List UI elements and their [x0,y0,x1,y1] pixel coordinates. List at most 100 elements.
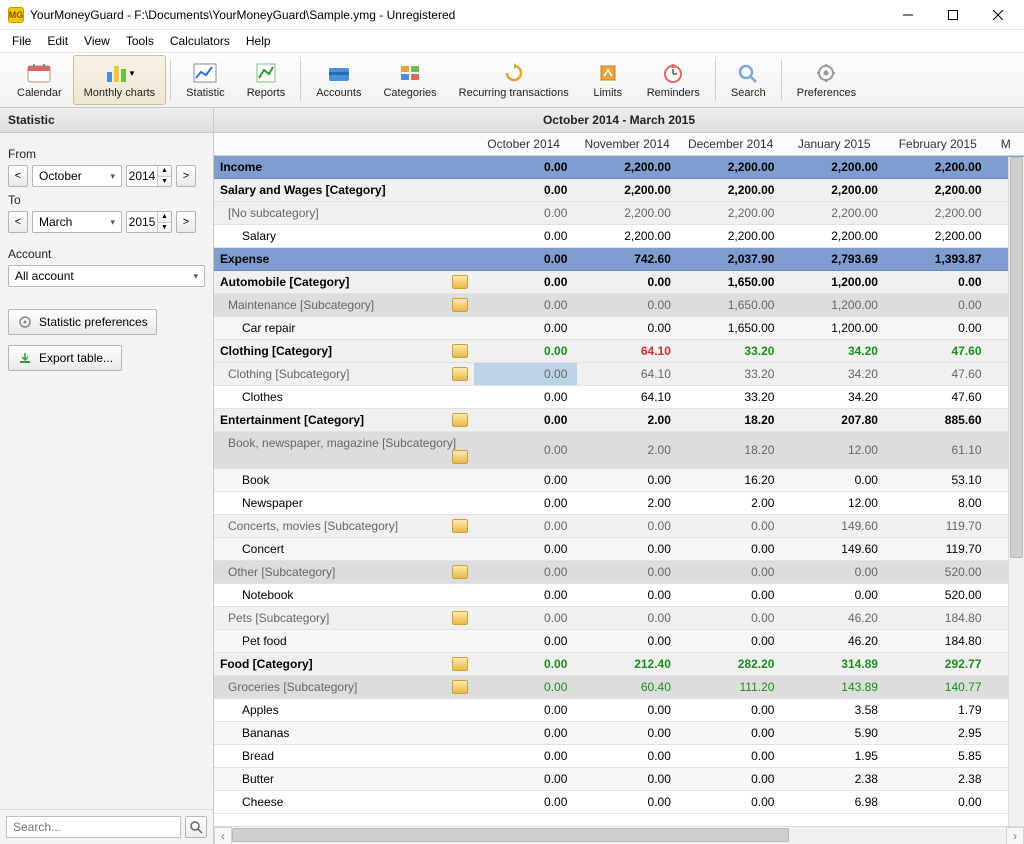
menu-help[interactable]: Help [238,32,279,50]
table-row[interactable]: Salary and Wages [Category]0.002,200.002… [214,179,1024,202]
spin-up-icon[interactable]: ▲ [157,212,171,223]
folder-icon [452,450,468,464]
cell-value: 0.00 [577,630,681,653]
table-row[interactable]: Concerts, movies [Subcategory]0.000.000.… [214,515,1024,538]
folder-icon [452,275,468,289]
statistic-preferences-button[interactable]: Statistic preferences [8,309,157,335]
toolbar-reminders[interactable]: Reminders [636,55,711,105]
folder-icon [452,680,468,694]
table-row[interactable]: Salary0.002,200.002,200.002,200.002,200.… [214,225,1024,248]
minimize-button[interactable] [885,0,930,30]
table-row[interactable]: Food [Category]0.00212.40282.20314.89292… [214,653,1024,676]
row-label: Concerts, movies [Subcategory] [214,515,474,538]
table-row[interactable]: Automobile [Category]0.000.001,650.001,2… [214,271,1024,294]
from-year-spinner[interactable]: 2014 ▲▼ [126,165,172,187]
table-row[interactable]: Concert0.000.000.00149.60119.70 [214,538,1024,561]
table-scroll-area[interactable]: October 2014November 2014December 2014Ja… [214,133,1024,826]
col-header[interactable]: December 2014 [681,133,785,156]
cell-value: 0.00 [784,584,888,607]
toolbar-categories[interactable]: Categories [372,55,447,105]
table-row[interactable]: Cheese0.000.000.006.980.00 [214,791,1024,814]
cell-value: 0.00 [577,722,681,745]
cell-value: 0.00 [784,469,888,492]
close-button[interactable] [975,0,1020,30]
table-row[interactable]: Pet food0.000.000.0046.20184.80 [214,630,1024,653]
table-row[interactable]: Butter0.000.000.002.382.38 [214,768,1024,791]
export-table-label: Export table... [39,351,113,365]
table-row[interactable]: Clothing [Subcategory]0.0064.1033.2034.2… [214,363,1024,386]
cell-value: 0.00 [474,584,578,607]
table-row[interactable]: Clothes0.0064.1033.2034.2047.60 [214,386,1024,409]
scroll-left-button[interactable]: ‹ [214,827,232,844]
table-row[interactable]: Maintenance [Subcategory]0.000.001,650.0… [214,294,1024,317]
col-header[interactable]: January 2015 [784,133,888,156]
left-panel: Statistic From < October ▾ 2014 ▲▼ > To … [0,108,214,844]
menu-edit[interactable]: Edit [39,32,76,50]
col-header[interactable]: M [992,133,1024,156]
col-header[interactable]: February 2015 [888,133,992,156]
search-input[interactable] [6,816,181,838]
toolbar-preferences[interactable]: Preferences [786,55,867,105]
maximize-button[interactable] [930,0,975,30]
table-row[interactable]: Notebook0.000.000.000.00520.00 [214,584,1024,607]
toolbar-accounts[interactable]: Accounts [305,55,372,105]
cell-value: 2,200.00 [888,202,992,225]
cell-value: 2,200.00 [888,156,992,179]
spin-down-icon[interactable]: ▼ [157,223,171,233]
table-row[interactable]: Apples0.000.000.003.581.79 [214,699,1024,722]
table-row[interactable]: Pets [Subcategory]0.000.000.0046.20184.8… [214,607,1024,630]
horizontal-scrollbar[interactable]: ‹ › [214,826,1024,844]
table-row[interactable]: Bread0.000.000.001.955.85 [214,745,1024,768]
table-row[interactable]: Groceries [Subcategory]0.0060.40111.2014… [214,676,1024,699]
vertical-scrollbar[interactable] [1008,157,1024,826]
cell-value: 2.00 [681,492,785,515]
spin-down-icon[interactable]: ▼ [157,177,171,187]
toolbar-recurring[interactable]: Recurring transactions [448,55,580,105]
gear-icon [17,314,33,330]
account-select[interactable]: All account ▾ [8,265,205,287]
export-table-button[interactable]: Export table... [8,345,122,371]
to-month-select[interactable]: March ▾ [32,211,122,233]
to-year-spinner[interactable]: 2015 ▲▼ [126,211,172,233]
table-row[interactable]: Book, newspaper, magazine [Subcategory]0… [214,432,1024,469]
menu-tools[interactable]: Tools [118,32,162,50]
cell-value: 0.00 [474,432,578,469]
menu-calculators[interactable]: Calculators [162,32,238,50]
scrollbar-thumb[interactable] [232,828,789,842]
toolbar-monthly-charts[interactable]: ▼Monthly charts [73,55,167,105]
spin-up-icon[interactable]: ▲ [157,166,171,177]
scrollbar-thumb[interactable] [1010,157,1023,558]
menu-file[interactable]: File [4,32,39,50]
toolbar-reports[interactable]: Reports [236,55,297,105]
table-row[interactable]: Car repair0.000.001,650.001,200.000.00 [214,317,1024,340]
search-button[interactable] [185,816,207,838]
to-prev-button[interactable]: < [8,211,28,233]
from-prev-button[interactable]: < [8,165,28,187]
table-row[interactable]: [No subcategory]0.002,200.002,200.002,20… [214,202,1024,225]
table-row[interactable]: Other [Subcategory]0.000.000.000.00520.0… [214,561,1024,584]
table-row[interactable]: Newspaper0.002.002.0012.008.00 [214,492,1024,515]
col-header[interactable] [214,133,474,156]
from-next-button[interactable]: > [176,165,196,187]
toolbar: Calendar▼Monthly chartsStatisticReportsA… [0,52,1024,108]
scroll-right-button[interactable]: › [1006,827,1024,844]
toolbar-limits[interactable]: Limits [580,55,636,105]
table-row[interactable]: Book0.000.0016.200.0053.10 [214,469,1024,492]
menubar: FileEditViewToolsCalculatorsHelp [0,30,1024,52]
table-row[interactable]: Expense0.00742.602,037.902,793.691,393.8… [214,248,1024,271]
row-label: Food [Category] [214,653,474,676]
table-row[interactable]: Bananas0.000.000.005.902.95 [214,722,1024,745]
cell-value: 0.00 [577,699,681,722]
menu-view[interactable]: View [76,32,118,50]
toolbar-search[interactable]: Search [720,55,777,105]
table-row[interactable]: Income0.002,200.002,200.002,200.002,200.… [214,156,1024,179]
from-month-select[interactable]: October ▾ [32,165,122,187]
table-row[interactable]: Entertainment [Category]0.002.0018.20207… [214,409,1024,432]
toolbar-calendar[interactable]: Calendar [6,55,73,105]
col-header[interactable]: October 2014 [474,133,578,156]
to-next-button[interactable]: > [176,211,196,233]
toolbar-statistic[interactable]: Statistic [175,55,236,105]
col-header[interactable]: November 2014 [577,133,681,156]
row-label: Pet food [214,630,474,653]
table-row[interactable]: Clothing [Category]0.0064.1033.2034.2047… [214,340,1024,363]
